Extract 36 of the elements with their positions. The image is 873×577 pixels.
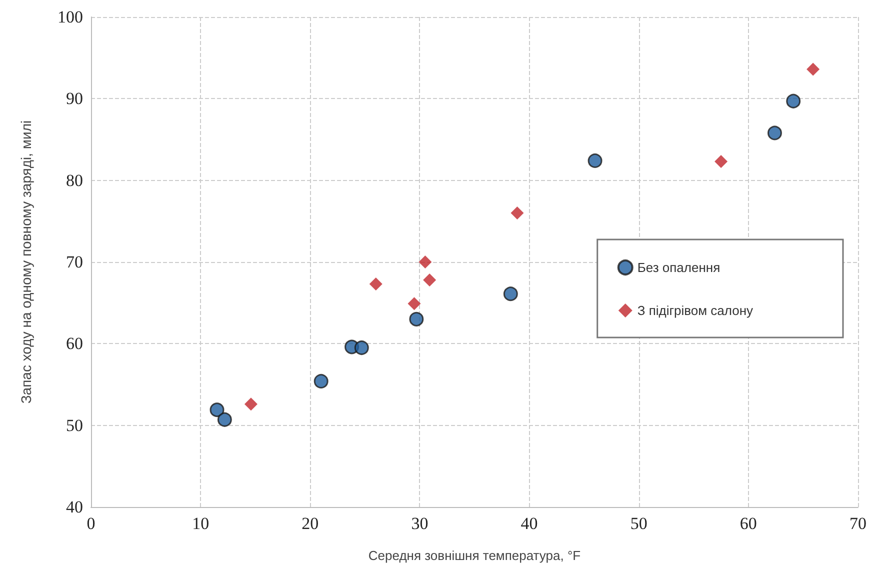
x-tick-label: 0 xyxy=(86,514,96,533)
point xyxy=(423,273,436,286)
legend-label: Без опалення xyxy=(637,260,720,275)
point xyxy=(369,278,382,291)
x-tick-label: 40 xyxy=(520,514,538,533)
point xyxy=(314,374,328,388)
point xyxy=(354,340,369,355)
y-tick-label: 40 xyxy=(66,498,83,516)
point xyxy=(588,153,602,168)
y-tick-label: 50 xyxy=(66,416,83,435)
point xyxy=(244,398,258,411)
x-tick-label: 30 xyxy=(411,514,428,533)
y-tick-label: 100 xyxy=(58,8,83,26)
point xyxy=(786,94,801,108)
x-axis-title: Середня зовнішня температура, °F xyxy=(368,548,581,563)
point xyxy=(210,402,224,418)
y-tick-label: 70 xyxy=(66,252,83,272)
point xyxy=(409,312,424,326)
point xyxy=(767,126,782,140)
point xyxy=(503,286,518,302)
y-tick-label: 80 xyxy=(66,170,83,190)
y-tick-label: 90 xyxy=(66,89,83,108)
legend-label: З підігрівом салону xyxy=(637,303,754,318)
point xyxy=(217,412,232,427)
point xyxy=(714,155,728,168)
y-tick-label: 60 xyxy=(66,334,83,354)
x-tick-label: 60 xyxy=(740,514,757,533)
y-axis-title: Запас ходу на одному повному заряді, милі xyxy=(18,120,34,404)
x-tick-label: 10 xyxy=(192,514,210,533)
x-tick-label: 70 xyxy=(850,514,866,533)
x-tick-label: 20 xyxy=(302,514,319,533)
x-tick-label: 50 xyxy=(630,514,648,533)
point xyxy=(408,297,421,310)
point xyxy=(510,206,524,220)
point xyxy=(418,256,432,268)
point xyxy=(806,62,820,76)
